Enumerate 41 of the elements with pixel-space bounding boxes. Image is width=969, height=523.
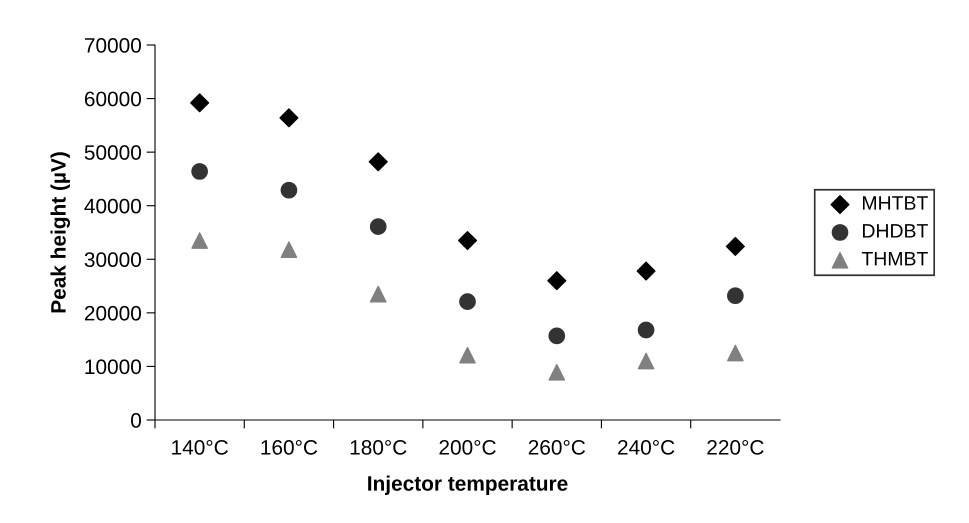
- y-tick-label: 40000: [84, 198, 141, 214]
- y-axis-title: Peak height (µV): [50, 152, 70, 312]
- x-axis-title: Injector temperature: [368, 476, 568, 495]
- point: [458, 231, 478, 250]
- x-tick-label: 260°C: [528, 440, 586, 455]
- point: [548, 328, 566, 344]
- point: [638, 352, 654, 370]
- x-tick-label: 160°C: [261, 440, 318, 455]
- x-tick-label: 140°C: [172, 440, 228, 455]
- x-tick-label: 180°C: [350, 440, 406, 455]
- point: [638, 322, 654, 338]
- y-tick-label: 60000: [84, 92, 141, 106]
- legend-label: MHTBT: [862, 196, 928, 210]
- point: [280, 241, 298, 258]
- legend-label: DHDBT: [862, 224, 928, 238]
- point: [636, 262, 656, 281]
- point: [191, 163, 208, 180]
- point: [370, 286, 387, 302]
- point: [190, 93, 210, 112]
- x-tick-label: 200°C: [439, 440, 496, 455]
- y-tick-label: 20000: [84, 306, 141, 321]
- point: [280, 182, 298, 199]
- point: [727, 344, 744, 362]
- point: [279, 108, 298, 128]
- y-tick-label: 10000: [85, 359, 141, 374]
- point: [191, 232, 208, 249]
- point: [548, 364, 566, 381]
- point: [368, 152, 388, 172]
- y-tick-label: 30000: [84, 252, 141, 268]
- point: [547, 271, 566, 290]
- point: [726, 236, 745, 256]
- point: [459, 346, 476, 364]
- y-tick-label: 50000: [84, 145, 141, 160]
- y-tick-label: 70000: [84, 38, 141, 53]
- legend-label: THMBT: [862, 252, 928, 266]
- point: [370, 218, 387, 235]
- y-tick-label: 0: [131, 413, 141, 428]
- x-tick-label: 220°C: [707, 440, 764, 455]
- point: [727, 287, 744, 304]
- x-tick-label: 240°C: [618, 440, 674, 455]
- point: [459, 293, 476, 310]
